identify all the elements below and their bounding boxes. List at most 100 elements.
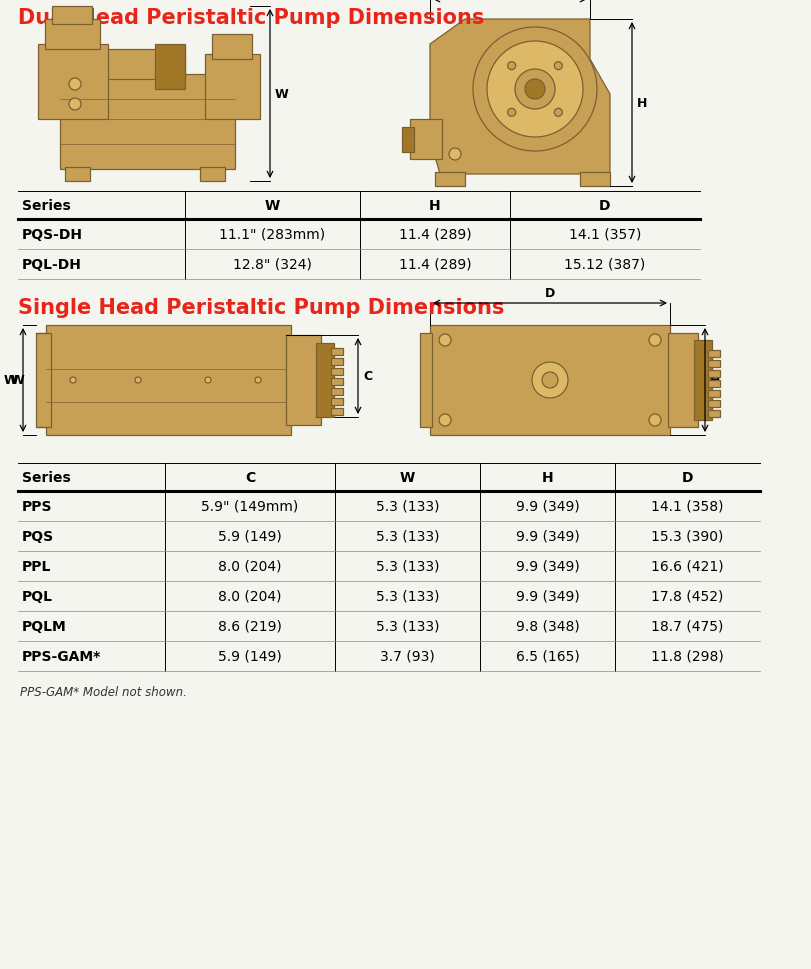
Circle shape [70,378,76,384]
Bar [38,45,108,120]
Bar [579,172,609,187]
Text: 5.9 (149): 5.9 (149) [218,529,281,544]
Bar [693,341,711,421]
Circle shape [439,334,450,347]
Text: D: D [681,471,693,484]
Text: PPS: PPS [22,499,53,514]
Text: W: W [264,199,280,213]
Bar [331,409,342,416]
Text: 9.9 (349): 9.9 (349) [515,529,579,544]
Text: 18.7 (475): 18.7 (475) [650,619,723,634]
Text: H: H [636,97,646,109]
Bar [401,128,414,153]
Text: 8.6 (219): 8.6 (219) [218,619,281,634]
Bar [46,326,290,435]
Text: H: H [541,471,552,484]
Text: PPS-GAM*: PPS-GAM* [22,649,101,664]
Text: W: W [275,88,289,101]
Bar [331,368,342,376]
Bar [707,381,719,388]
Bar [419,333,431,427]
Bar [410,120,441,160]
Circle shape [487,42,582,138]
Bar [285,335,320,425]
Bar [435,172,465,187]
Text: 5.3 (133): 5.3 (133) [375,529,439,544]
Text: 11.1" (283mm): 11.1" (283mm) [219,228,325,241]
Bar [707,400,719,408]
Text: 12.8" (324): 12.8" (324) [233,258,311,271]
Bar [331,379,342,386]
Circle shape [514,70,554,109]
Bar [707,351,719,358]
Bar [85,50,185,79]
Text: 9.9 (349): 9.9 (349) [515,499,579,514]
Text: Series: Series [22,199,71,213]
Bar [36,333,51,427]
Text: 17.8 (452): 17.8 (452) [650,589,723,604]
Text: 5.3 (133): 5.3 (133) [375,499,439,514]
Text: PPL: PPL [22,559,51,574]
Text: 9.8 (348): 9.8 (348) [515,619,579,634]
Bar [60,75,234,170]
Text: 5.3 (133): 5.3 (133) [375,619,439,634]
Circle shape [69,99,81,110]
Bar [331,349,342,356]
Bar [707,391,719,397]
Bar [155,45,185,90]
Text: H: H [709,374,719,387]
Bar [204,55,260,120]
Text: 11.4 (289): 11.4 (289) [398,228,470,241]
Text: PQL: PQL [22,589,53,604]
Circle shape [554,109,562,117]
Text: C: C [245,471,255,484]
Bar [707,360,719,367]
Text: 9.9 (349): 9.9 (349) [515,559,579,574]
Circle shape [448,149,461,161]
Bar [430,326,669,435]
Bar [667,333,697,427]
Bar [331,359,342,365]
Circle shape [204,378,211,384]
Text: W: W [4,374,18,387]
Circle shape [531,362,568,398]
Text: C: C [363,370,371,383]
Text: PQL-DH: PQL-DH [22,258,82,271]
Bar [45,20,100,50]
Circle shape [541,373,557,389]
Text: 14.1 (357): 14.1 (357) [569,228,641,241]
Text: PPS-GAM* Model not shown.: PPS-GAM* Model not shown. [20,685,187,699]
Bar [331,389,342,395]
Circle shape [507,63,515,71]
Circle shape [507,109,515,117]
Text: W: W [11,374,24,387]
Text: 8.0 (204): 8.0 (204) [218,589,281,604]
Circle shape [255,378,260,384]
Text: PQLM: PQLM [22,619,67,634]
Text: 5.9 (149): 5.9 (149) [218,649,281,664]
Text: 5.9" (149mm): 5.9" (149mm) [201,499,298,514]
Bar [52,7,92,25]
Text: 11.8 (298): 11.8 (298) [650,649,723,664]
Text: H: H [429,199,440,213]
Text: 5.3 (133): 5.3 (133) [375,559,439,574]
Text: Single Head Peristaltic Pump Dimensions: Single Head Peristaltic Pump Dimensions [18,297,504,318]
Text: 8.0 (204): 8.0 (204) [218,559,281,574]
Text: Series: Series [22,471,71,484]
Circle shape [69,78,81,91]
Circle shape [648,334,660,347]
Text: 15.12 (387): 15.12 (387) [564,258,645,271]
Text: 11.4 (289): 11.4 (289) [398,258,470,271]
Bar [707,370,719,378]
Circle shape [648,415,660,426]
Text: W: W [399,471,414,484]
Circle shape [554,63,562,71]
Text: 9.9 (349): 9.9 (349) [515,589,579,604]
Text: 3.7 (93): 3.7 (93) [380,649,435,664]
Text: 14.1 (358): 14.1 (358) [650,499,723,514]
Text: PQS: PQS [22,529,54,544]
Polygon shape [430,20,609,174]
Text: 16.6 (421): 16.6 (421) [650,559,723,574]
Bar [65,168,90,182]
Circle shape [473,28,596,152]
